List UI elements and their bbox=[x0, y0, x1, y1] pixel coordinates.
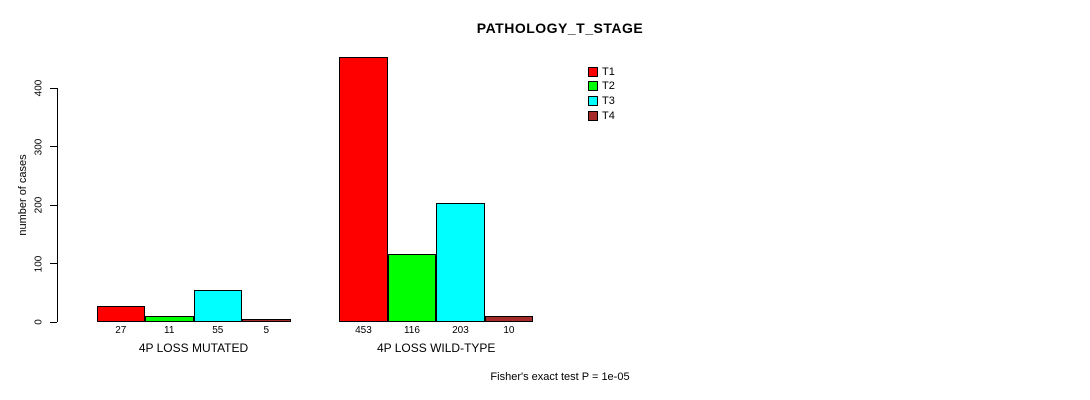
legend-swatch-t2 bbox=[588, 81, 598, 92]
bar-value-label: 203 bbox=[452, 325, 469, 336]
y-axis-tick bbox=[50, 204, 57, 206]
legend-label-t1: T1 bbox=[602, 65, 615, 78]
y-axis-tick-label: 300 bbox=[33, 138, 45, 155]
y-axis-tick bbox=[50, 263, 57, 264]
bar-value-label: 55 bbox=[212, 325, 224, 336]
bar-value-label: 5 bbox=[263, 325, 270, 336]
bar-value-label: 10 bbox=[503, 325, 515, 336]
bar-t4-1 bbox=[242, 319, 291, 322]
bar-t1-2 bbox=[339, 56, 388, 322]
fisher-test-annotation: Fisher's exact test P = 1e-05 bbox=[490, 371, 630, 383]
bar-value-label: 11 bbox=[164, 325, 175, 336]
y-axis-tick-label: 100 bbox=[33, 255, 45, 272]
legend-swatch-t3 bbox=[588, 96, 598, 107]
y-axis-label: number of cases bbox=[17, 154, 29, 236]
legend-swatch-t4 bbox=[588, 110, 598, 121]
y-axis-line bbox=[57, 88, 58, 322]
chart-title: PATHOLOGY_T_STAGE bbox=[476, 20, 644, 36]
bar-t1-1 bbox=[96, 306, 145, 322]
y-axis-tick bbox=[50, 87, 57, 89]
bar-value-label: 27 bbox=[115, 325, 127, 336]
legend-label-t2: T2 bbox=[602, 80, 615, 93]
y-axis-tick bbox=[50, 321, 57, 323]
bar-t3-2 bbox=[436, 203, 485, 322]
bar-t2-1 bbox=[145, 315, 194, 322]
legend-swatch-t1 bbox=[588, 66, 598, 77]
category-label: 4P LOSS WILD-TYPE bbox=[376, 341, 496, 355]
legend-label-t3: T3 bbox=[602, 95, 615, 108]
bar-t2-2 bbox=[387, 254, 437, 322]
bar-value-label: 116 bbox=[403, 325, 420, 336]
y-axis-tick bbox=[50, 146, 57, 147]
category-label: 4P LOSS MUTATED bbox=[138, 341, 249, 355]
y-axis-tick-label: 200 bbox=[33, 196, 45, 214]
y-axis-tick-label: 400 bbox=[33, 79, 45, 97]
bar-value-label: 453 bbox=[355, 325, 372, 336]
legend-label-t4: T4 bbox=[602, 109, 615, 122]
y-axis-tick-label: 0 bbox=[33, 319, 45, 325]
bar-t4-2 bbox=[484, 316, 534, 322]
bar-t3-1 bbox=[193, 289, 242, 322]
